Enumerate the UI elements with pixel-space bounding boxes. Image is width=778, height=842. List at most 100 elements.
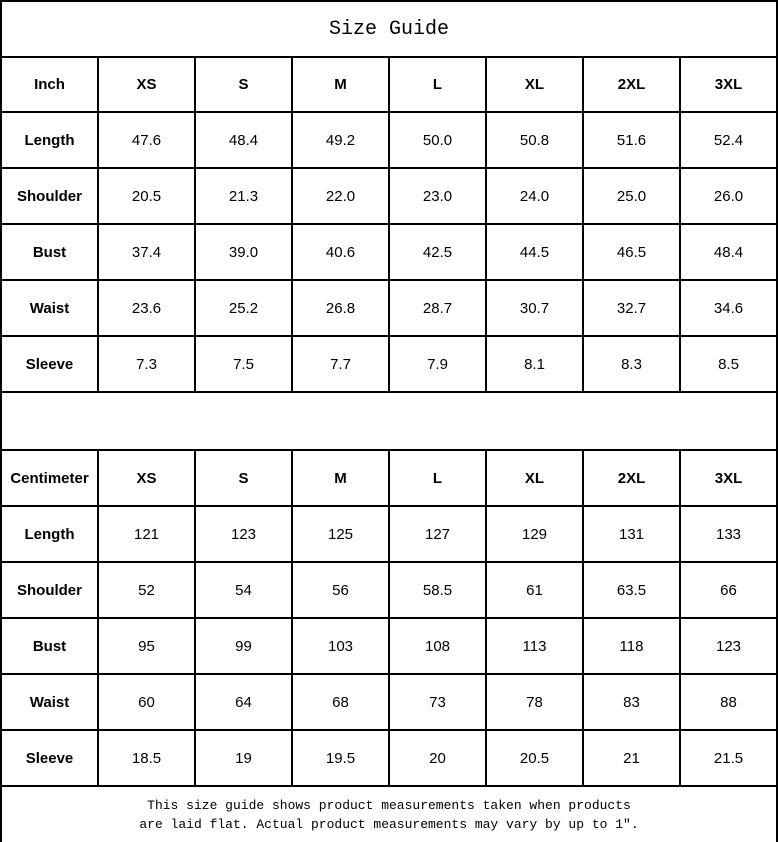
value-cell: 58.5 — [388, 561, 487, 619]
value-cell: 125 — [291, 505, 390, 563]
size-col-header-s: S — [194, 449, 293, 507]
value-cell: 48.4 — [194, 111, 293, 169]
value-cell: 22.0 — [291, 167, 390, 225]
value-cell: 108 — [388, 617, 487, 675]
value-cell: 20.5 — [97, 167, 196, 225]
value-cell: 66 — [679, 561, 778, 619]
value-cell: 49.2 — [291, 111, 390, 169]
value-cell: 30.7 — [485, 279, 584, 337]
row-label-waist: Waist — [0, 279, 99, 337]
value-cell: 20 — [388, 729, 487, 787]
size-col-header-xl: XL — [485, 449, 584, 507]
size-col-header-2xl: 2XL — [582, 56, 681, 113]
value-cell: 21 — [582, 729, 681, 787]
value-cell: 95 — [97, 617, 196, 675]
row-label-shoulder: Shoulder — [0, 561, 99, 619]
value-cell: 47.6 — [97, 111, 196, 169]
value-cell: 8.1 — [485, 335, 584, 393]
value-cell: 60 — [97, 673, 196, 731]
value-cell: 52 — [97, 561, 196, 619]
centimeter-header-row: Centimeter XS S M L XL 2XL 3XL — [0, 449, 778, 507]
footer-note-line1: This size guide shows product measuremen… — [147, 797, 631, 813]
value-cell: 8.5 — [679, 335, 778, 393]
row-label-sleeve: Sleeve — [0, 335, 99, 393]
value-cell: 113 — [485, 617, 584, 675]
value-cell: 48.4 — [679, 223, 778, 281]
value-cell: 51.6 — [582, 111, 681, 169]
value-cell: 21.5 — [679, 729, 778, 787]
size-col-header-m: M — [291, 449, 390, 507]
table-row: Sleeve 7.3 7.5 7.7 7.9 8.1 8.3 8.5 — [0, 335, 778, 393]
value-cell: 21.3 — [194, 167, 293, 225]
size-col-header-s: S — [194, 56, 293, 113]
value-cell: 23.0 — [388, 167, 487, 225]
size-col-header-3xl: 3XL — [679, 449, 778, 507]
value-cell: 23.6 — [97, 279, 196, 337]
row-label-bust: Bust — [0, 223, 99, 281]
value-cell: 40.6 — [291, 223, 390, 281]
value-cell: 50.8 — [485, 111, 584, 169]
page-title: Size Guide — [0, 0, 778, 58]
value-cell: 37.4 — [97, 223, 196, 281]
row-label-bust: Bust — [0, 617, 99, 675]
unit-label-centimeter: Centimeter — [0, 449, 99, 507]
value-cell: 123 — [194, 505, 293, 563]
value-cell: 56 — [291, 561, 390, 619]
size-col-header-xl: XL — [485, 56, 584, 113]
value-cell: 20.5 — [485, 729, 584, 787]
row-label-shoulder: Shoulder — [0, 167, 99, 225]
table-row: Bust 95 99 103 108 113 118 123 — [0, 617, 778, 675]
size-col-header-2xl: 2XL — [582, 449, 681, 507]
spacer-row — [0, 391, 778, 451]
value-cell: 61 — [485, 561, 584, 619]
value-cell: 127 — [388, 505, 487, 563]
value-cell: 129 — [485, 505, 584, 563]
spacer-cell — [0, 391, 778, 451]
value-cell: 32.7 — [582, 279, 681, 337]
value-cell: 52.4 — [679, 111, 778, 169]
value-cell: 46.5 — [582, 223, 681, 281]
value-cell: 34.6 — [679, 279, 778, 337]
value-cell: 18.5 — [97, 729, 196, 787]
value-cell: 99 — [194, 617, 293, 675]
value-cell: 88 — [679, 673, 778, 731]
size-col-header-xs: XS — [97, 449, 196, 507]
value-cell: 19 — [194, 729, 293, 787]
value-cell: 68 — [291, 673, 390, 731]
value-cell: 7.9 — [388, 335, 487, 393]
footer-note-line2: are laid flat. Actual product measuremen… — [139, 816, 639, 832]
value-cell: 24.0 — [485, 167, 584, 225]
value-cell: 73 — [388, 673, 487, 731]
value-cell: 123 — [679, 617, 778, 675]
value-cell: 25.0 — [582, 167, 681, 225]
value-cell: 8.3 — [582, 335, 681, 393]
value-cell: 121 — [97, 505, 196, 563]
size-col-header-l: L — [388, 449, 487, 507]
table-row: Shoulder 52 54 56 58.5 61 63.5 66 — [0, 561, 778, 619]
value-cell: 26.0 — [679, 167, 778, 225]
value-cell: 7.3 — [97, 335, 196, 393]
table-row: Length 121 123 125 127 129 131 133 — [0, 505, 778, 563]
value-cell: 63.5 — [582, 561, 681, 619]
table-row: Sleeve 18.5 19 19.5 20 20.5 21 21.5 — [0, 729, 778, 787]
row-label-waist: Waist — [0, 673, 99, 731]
value-cell: 26.8 — [291, 279, 390, 337]
row-label-length: Length — [0, 505, 99, 563]
value-cell: 118 — [582, 617, 681, 675]
value-cell: 64 — [194, 673, 293, 731]
value-cell: 7.5 — [194, 335, 293, 393]
value-cell: 28.7 — [388, 279, 487, 337]
table-row: Waist 23.6 25.2 26.8 28.7 30.7 32.7 34.6 — [0, 279, 778, 337]
value-cell: 133 — [679, 505, 778, 563]
table-row: Waist 60 64 68 73 78 83 88 — [0, 673, 778, 731]
footer-row: This size guide shows product measuremen… — [0, 785, 778, 842]
table-row: Shoulder 20.5 21.3 22.0 23.0 24.0 25.0 2… — [0, 167, 778, 225]
value-cell: 54 — [194, 561, 293, 619]
value-cell: 131 — [582, 505, 681, 563]
size-col-header-m: M — [291, 56, 390, 113]
size-col-header-l: L — [388, 56, 487, 113]
table-row: Length 47.6 48.4 49.2 50.0 50.8 51.6 52.… — [0, 111, 778, 169]
size-col-header-3xl: 3XL — [679, 56, 778, 113]
